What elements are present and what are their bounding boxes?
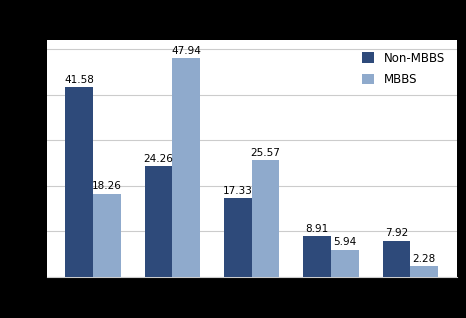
Bar xyxy=(383,241,410,277)
Text: 24.26: 24.26 xyxy=(144,154,173,164)
Bar xyxy=(410,266,438,277)
Text: 5.94: 5.94 xyxy=(333,237,356,247)
Text: 2.28: 2.28 xyxy=(412,254,436,264)
Text: 25.57: 25.57 xyxy=(251,148,281,158)
Text: 7.92: 7.92 xyxy=(385,228,408,238)
Bar xyxy=(65,87,93,277)
Legend: Non-MBBS, MBBS: Non-MBBS, MBBS xyxy=(356,46,451,92)
Bar xyxy=(303,236,331,277)
Text: 41.58: 41.58 xyxy=(64,75,94,85)
Bar xyxy=(224,198,252,277)
Bar xyxy=(172,59,200,277)
Bar xyxy=(331,250,359,277)
Bar xyxy=(144,166,172,277)
Text: 17.33: 17.33 xyxy=(223,185,253,196)
Text: 47.94: 47.94 xyxy=(171,46,201,56)
Bar xyxy=(93,194,121,277)
Text: 8.91: 8.91 xyxy=(305,224,329,234)
Bar xyxy=(252,160,280,277)
Text: 18.26: 18.26 xyxy=(92,181,122,191)
